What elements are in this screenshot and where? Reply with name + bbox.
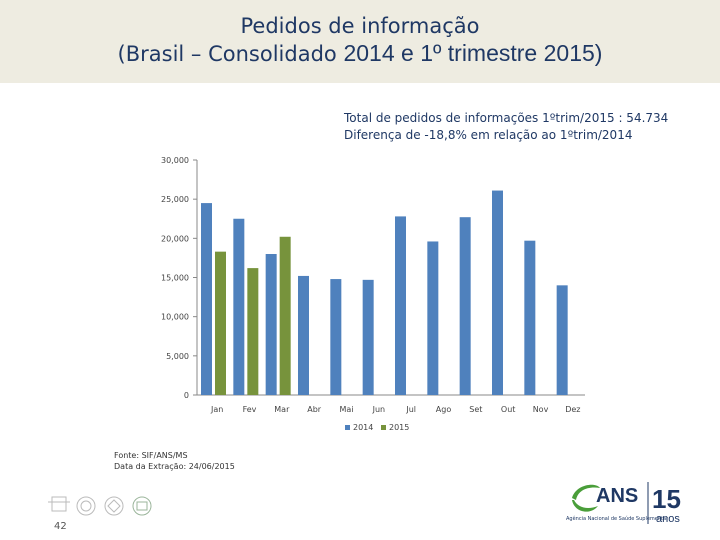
bar-2014-fev [233, 218, 245, 395]
subtitle-prefix: (Brasil – Consolidado [117, 42, 337, 66]
y-tick-label: 20,000 [161, 234, 189, 243]
y-tick-label: 10,000 [161, 313, 189, 322]
x-tick-label: Jul [405, 405, 416, 414]
bar-2014-jan [201, 203, 212, 395]
subtitle-period: 2014 e 1º trimestre 2015) [343, 40, 603, 66]
bar-2014-jul [395, 216, 406, 395]
bar-2014-ago [427, 241, 439, 395]
x-tick-label: Nov [533, 405, 549, 414]
page-number: 42 [54, 521, 67, 532]
x-tick-label: Abr [307, 405, 322, 414]
source-line: Fonte: SIF/ANS/MS [114, 451, 188, 460]
anniversary-label: anos [656, 513, 680, 525]
bar-2014-abr [298, 275, 309, 395]
summary-total: Total de pedidos de informações 1ºtrim/2… [344, 111, 669, 125]
legend-swatch-2015 [381, 425, 386, 430]
logo-text: ANS [596, 485, 638, 507]
legend-label-2014: 2014 [353, 423, 373, 432]
ans-swoosh-green-icon [572, 500, 598, 512]
logo-subtext: Agência Nacional de Saúde Suplementar [566, 515, 669, 522]
bar-2014-dez [556, 285, 568, 395]
x-tick-label: Jun [372, 405, 386, 414]
bar-2014-set [459, 217, 471, 395]
x-tick-label: Jan [210, 405, 223, 414]
bar-2015-jan [215, 251, 226, 395]
x-tick-label: Fev [243, 405, 257, 414]
summary-box: Total de pedidos de informações 1ºtrim/2… [344, 110, 668, 144]
y-tick-label: 0 [184, 391, 189, 400]
bar-2015-mar [279, 236, 291, 395]
x-tick-label: Ago [436, 405, 452, 414]
title-band [0, 0, 720, 83]
seal-icon-2 [76, 496, 96, 516]
x-tick-label: Set [469, 405, 482, 414]
x-tick-label: Mar [274, 405, 290, 414]
legend-label-2015: 2015 [389, 423, 409, 432]
y-tick-label: 30,000 [161, 156, 189, 165]
bar-2014-out [492, 190, 503, 395]
anniversary-number: 15 [652, 484, 681, 514]
y-tick-label: 5,000 [166, 352, 189, 361]
bar-2014-mai [330, 279, 342, 395]
page-title: Pedidos de informação [240, 14, 480, 38]
x-tick-label: Dez [565, 405, 580, 414]
seal-icon-3 [104, 496, 124, 516]
bar-2015-fev [247, 268, 259, 395]
seal-icon-1 [48, 496, 70, 512]
page-subtitle: (Brasil – Consolidado 2014 e 1º trimestr… [0, 40, 720, 67]
summary-difference: Diferença de -18,8% em relação ao 1ºtrim… [344, 128, 633, 142]
ans-swoosh-icon [572, 484, 600, 500]
ans-logo: ANS Agência Nacional de Saúde Suplementa… [566, 482, 681, 525]
source-note: Fonte: SIF/ANS/MS Data da Extração: 24/0… [114, 450, 235, 472]
x-tick-label: Mai [339, 405, 353, 414]
bar-2014-jun [362, 279, 374, 395]
extraction-date: Data da Extração: 24/06/2015 [114, 462, 235, 471]
bar-2014-nov [524, 240, 536, 395]
bar-2014-mar [265, 254, 277, 395]
seal-icon-4 [132, 496, 152, 516]
partner-seals [48, 496, 152, 516]
y-tick-label: 25,000 [161, 195, 189, 204]
x-tick-label: Out [501, 405, 516, 414]
y-tick-label: 15,000 [161, 274, 189, 283]
legend-swatch-2014 [345, 425, 350, 430]
